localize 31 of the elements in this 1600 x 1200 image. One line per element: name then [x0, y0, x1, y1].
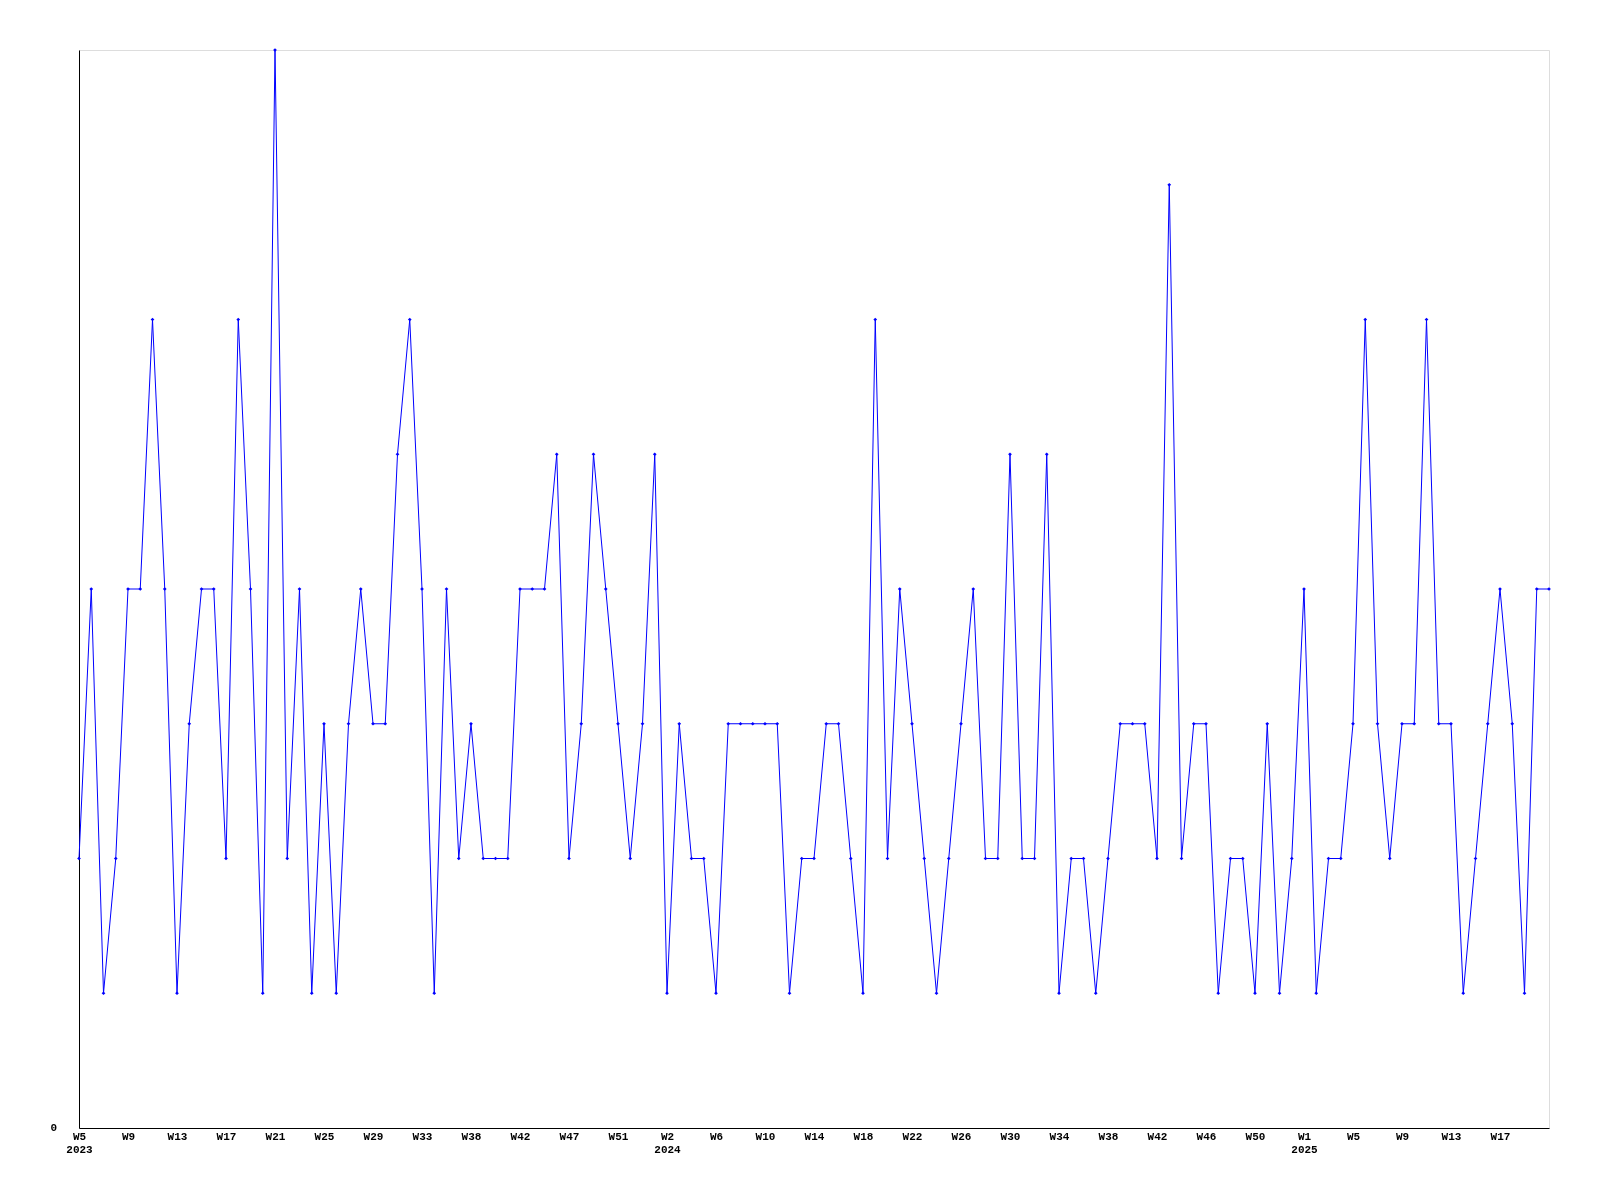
x-tick-label: W46 — [1196, 1130, 1217, 1143]
x-tick-label: W18 — [853, 1130, 874, 1143]
x-tick-label: W10 — [755, 1130, 776, 1143]
x-tick-label: W5 — [1346, 1130, 1361, 1143]
x-tick-label: W38 — [461, 1130, 482, 1143]
x-tick-label: W25 — [314, 1130, 335, 1143]
x-tick-label: W47 — [559, 1130, 580, 1143]
x-tick-label: W50 — [1245, 1130, 1266, 1143]
x-tick-label: W13 — [1441, 1130, 1462, 1143]
x-tick-label: W1 2025 — [1291, 1130, 1319, 1156]
text: 0 — [50, 1122, 57, 1134]
x-tick-label: W34 — [1049, 1130, 1070, 1143]
x-tick-label: W17 — [1490, 1130, 1511, 1143]
x-tick-label: W42 — [510, 1130, 531, 1143]
x-tick-label: W17 — [216, 1130, 237, 1143]
x-tick-label: W5 2023 — [66, 1130, 94, 1156]
x-tick-label: W14 — [804, 1130, 825, 1143]
x-tick-label: W26 — [951, 1130, 972, 1143]
x-tick-label: W13 — [167, 1130, 188, 1143]
x-tick-label: W51 — [608, 1130, 629, 1143]
x-tick-label: W2 2024 — [654, 1130, 682, 1156]
x-tick-label: W30 — [1000, 1130, 1021, 1143]
x-tick-label: W33 — [412, 1130, 433, 1143]
x-tick-label: W9 — [1395, 1130, 1410, 1143]
x-tick-label: W6 — [709, 1130, 724, 1143]
x-tick-label: W22 — [902, 1130, 923, 1143]
x-tick-label: W9 — [121, 1130, 136, 1143]
x-tick-label: W42 — [1147, 1130, 1168, 1143]
x-tick-label: W29 — [363, 1130, 384, 1143]
x-tick-label: W21 — [265, 1130, 286, 1143]
x-tick-label: W38 — [1098, 1130, 1119, 1143]
